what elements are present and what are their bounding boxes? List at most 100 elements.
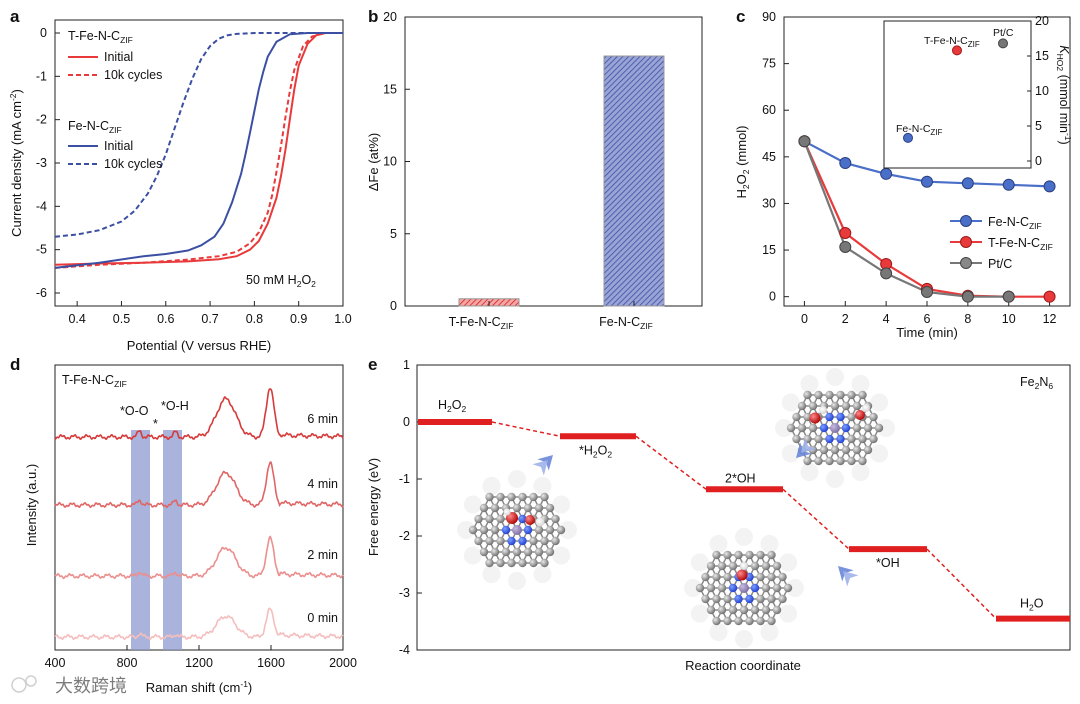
atom	[874, 423, 884, 433]
data-point-c	[798, 135, 811, 148]
atom	[739, 583, 749, 593]
atom	[706, 561, 716, 571]
hydrogen-edge	[559, 521, 577, 539]
atom	[858, 456, 867, 466]
raman-spectrum-d	[54, 607, 344, 641]
y-tick-label-a: -2	[36, 113, 47, 127]
hydrogen-edge	[533, 565, 552, 584]
y-tick-label-a: -6	[36, 286, 47, 300]
atom	[496, 492, 505, 502]
atom	[869, 434, 878, 444]
atom	[485, 558, 494, 568]
energy-level-label: H2O	[1020, 597, 1044, 613]
atom	[701, 594, 710, 604]
data-point-c	[961, 290, 974, 303]
adsorbate-atom	[525, 515, 535, 525]
atom	[841, 423, 851, 433]
series-line-a	[54, 32, 343, 269]
atom	[803, 456, 812, 466]
level-label-part: O	[1034, 597, 1044, 611]
atom	[761, 561, 771, 571]
hydrogen-edge	[690, 553, 709, 572]
inset-y-tick-label: 20	[1035, 14, 1049, 28]
series-d: 6 min 4 min 2 min 0 min	[54, 388, 344, 641]
y-tick-label-a: -5	[36, 243, 47, 257]
atom	[739, 605, 749, 615]
atom	[858, 390, 867, 400]
x-tick-label-c: 8	[964, 312, 971, 326]
atom	[728, 561, 738, 571]
atom	[852, 401, 862, 411]
atom	[474, 536, 483, 546]
direction-arrow-icon	[838, 566, 859, 587]
series-line-a	[54, 32, 343, 269]
atom	[523, 547, 533, 557]
x-axis-label-a: Potential (V versus RHE)	[127, 338, 272, 353]
energy-level-label: *H2O2	[579, 443, 612, 459]
atom	[847, 456, 856, 466]
atom	[540, 492, 549, 502]
data-point-c	[839, 157, 852, 170]
hydrogen-edge	[775, 419, 793, 437]
hydrogen-edge	[760, 534, 779, 553]
energy-level-label: 2*OH	[725, 471, 756, 485]
atom	[501, 547, 511, 557]
adsorbate-atom	[809, 412, 821, 424]
hydrogen-edge	[851, 374, 870, 393]
atom	[518, 558, 527, 568]
atom	[778, 594, 787, 604]
level-label-main: *H	[579, 443, 593, 457]
atom	[474, 514, 483, 524]
x-tick-label-a: 0.5	[113, 312, 130, 326]
inset-point	[952, 45, 962, 56]
legend-c-entry: T-Fe-N-CZIF	[988, 236, 1053, 252]
adsorbate-atom	[736, 569, 748, 581]
hydrogen-edge	[800, 374, 819, 393]
molecule-structure-image	[457, 470, 577, 590]
x-axis-label-e: Reaction coordinate	[685, 658, 801, 673]
atom	[490, 547, 500, 557]
watermark-logo-icon	[11, 677, 27, 693]
category-label-sub: ZIF	[501, 321, 514, 331]
legend-c-entry: Fe-N-CZIF	[988, 215, 1042, 231]
hydrogen-edge	[552, 495, 571, 514]
x-tick-label-a: 0.8	[246, 312, 263, 326]
title-d: T-Fe-N-CZIF	[62, 373, 127, 389]
data-point-c	[1043, 290, 1056, 303]
y-axis-label-c: H2O2 (mmol)	[734, 125, 751, 198]
atom	[712, 572, 721, 582]
y-tick-label-c: 45	[762, 150, 776, 164]
inset-point-label-main: T-Fe-N-C	[924, 35, 968, 47]
atom	[723, 594, 732, 604]
atom	[830, 423, 840, 433]
atom	[808, 401, 818, 411]
hydrogen-edge	[781, 444, 800, 463]
atom	[545, 503, 555, 513]
atom	[551, 514, 560, 524]
atom	[556, 525, 566, 535]
atom	[540, 558, 549, 568]
inset-y-tick-label: 0	[1035, 154, 1042, 168]
atom	[485, 536, 494, 546]
atom	[825, 434, 834, 444]
legend-c-marker	[960, 257, 972, 269]
connector-e	[926, 548, 997, 620]
atom	[529, 558, 538, 568]
legend-a-group1-title: T-Fe-N-CZIF	[68, 29, 133, 45]
hydrogen-edge	[482, 476, 501, 495]
atom	[534, 503, 544, 513]
category-label-main: Fe-N-C	[599, 315, 640, 329]
atom	[512, 525, 522, 535]
panel-c: c 0 2 4 6 8 10 12 0 15 30 45 60 75 90 0 5 10 15 20 T-Fe-N-…	[734, 7, 1073, 340]
inset-point-label-main: Pt/C	[993, 27, 1014, 39]
atom	[836, 434, 845, 444]
atom	[507, 536, 516, 546]
x-tick-label-d: 2000	[329, 656, 357, 670]
connector-e	[635, 435, 707, 490]
adsorbate-atom	[506, 512, 518, 524]
atom	[723, 550, 732, 560]
atom	[783, 583, 793, 593]
hydrogen-edge	[826, 470, 844, 488]
inset-y-tick-label: 10	[1035, 84, 1049, 98]
inset-point	[903, 132, 913, 143]
